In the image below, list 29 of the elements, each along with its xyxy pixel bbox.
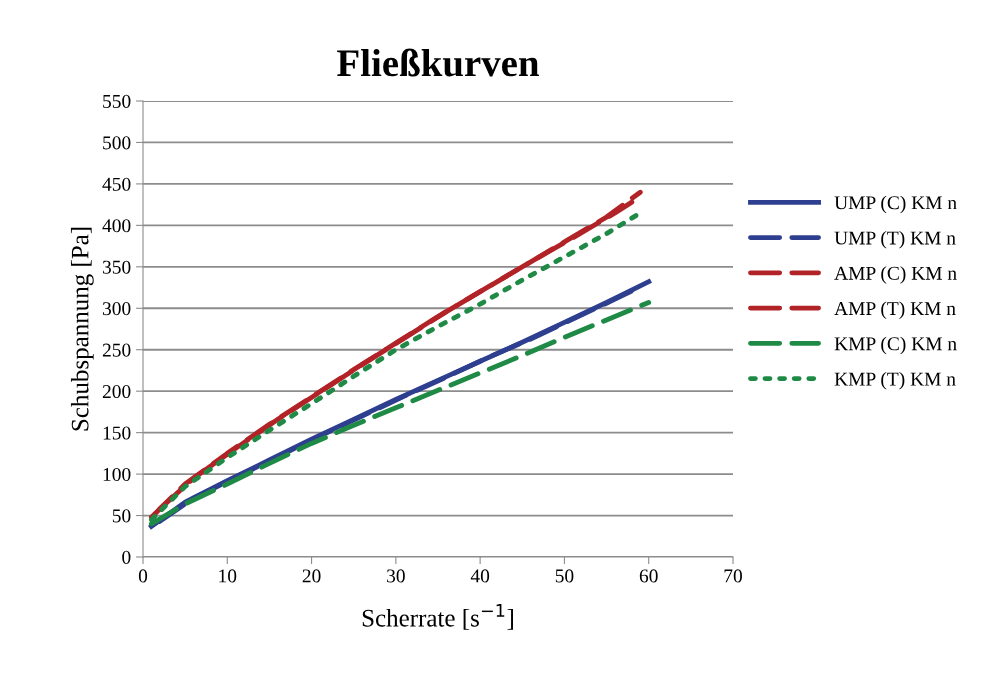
legend-label: AMP (C) KM n <box>834 266 957 284</box>
y-tick-label: 250 <box>102 343 131 357</box>
chart-title: Fließkurven <box>337 48 539 77</box>
y-tick-label: 100 <box>103 467 131 482</box>
x-axis-title: Scherrate [s$^{−1}$] <box>362 604 513 630</box>
x-tick-label: 50 <box>555 569 574 583</box>
y-tick-label: 0 <box>122 550 131 564</box>
x-tick-label: 30 <box>387 569 405 583</box>
x-tick-label: 10 <box>219 569 237 583</box>
y-tick-label: 200 <box>102 385 131 399</box>
legend-label: UMP (T) KM n <box>834 230 956 249</box>
y-tick-label: 150 <box>103 426 131 440</box>
legend-label: AMP (T) KM n <box>834 301 956 320</box>
legend-label: KMP (C) KM n <box>834 336 957 355</box>
legend-label: KMP (T) KM n <box>834 371 956 390</box>
y-tick-label: 300 <box>102 302 131 316</box>
x-tick-label: 70 <box>724 569 742 583</box>
x-tick-label: 60 <box>639 569 658 583</box>
y-tick-label: 400 <box>102 219 131 233</box>
y-axis-title: Schubspannung [Pa] <box>70 227 94 431</box>
y-tick-label: 450 <box>102 177 131 191</box>
x-tick-label: 0 <box>138 569 148 583</box>
x-tick-label: 40 <box>470 569 490 583</box>
y-tick-label: 550 <box>103 94 131 108</box>
y-tick-label: 500 <box>103 136 131 150</box>
y-tick-label: 50 <box>112 509 131 523</box>
x-tick-label: 20 <box>302 569 321 583</box>
legend-label: UMP (C) KM n <box>834 195 957 214</box>
y-tick-label: 350 <box>102 260 131 274</box>
